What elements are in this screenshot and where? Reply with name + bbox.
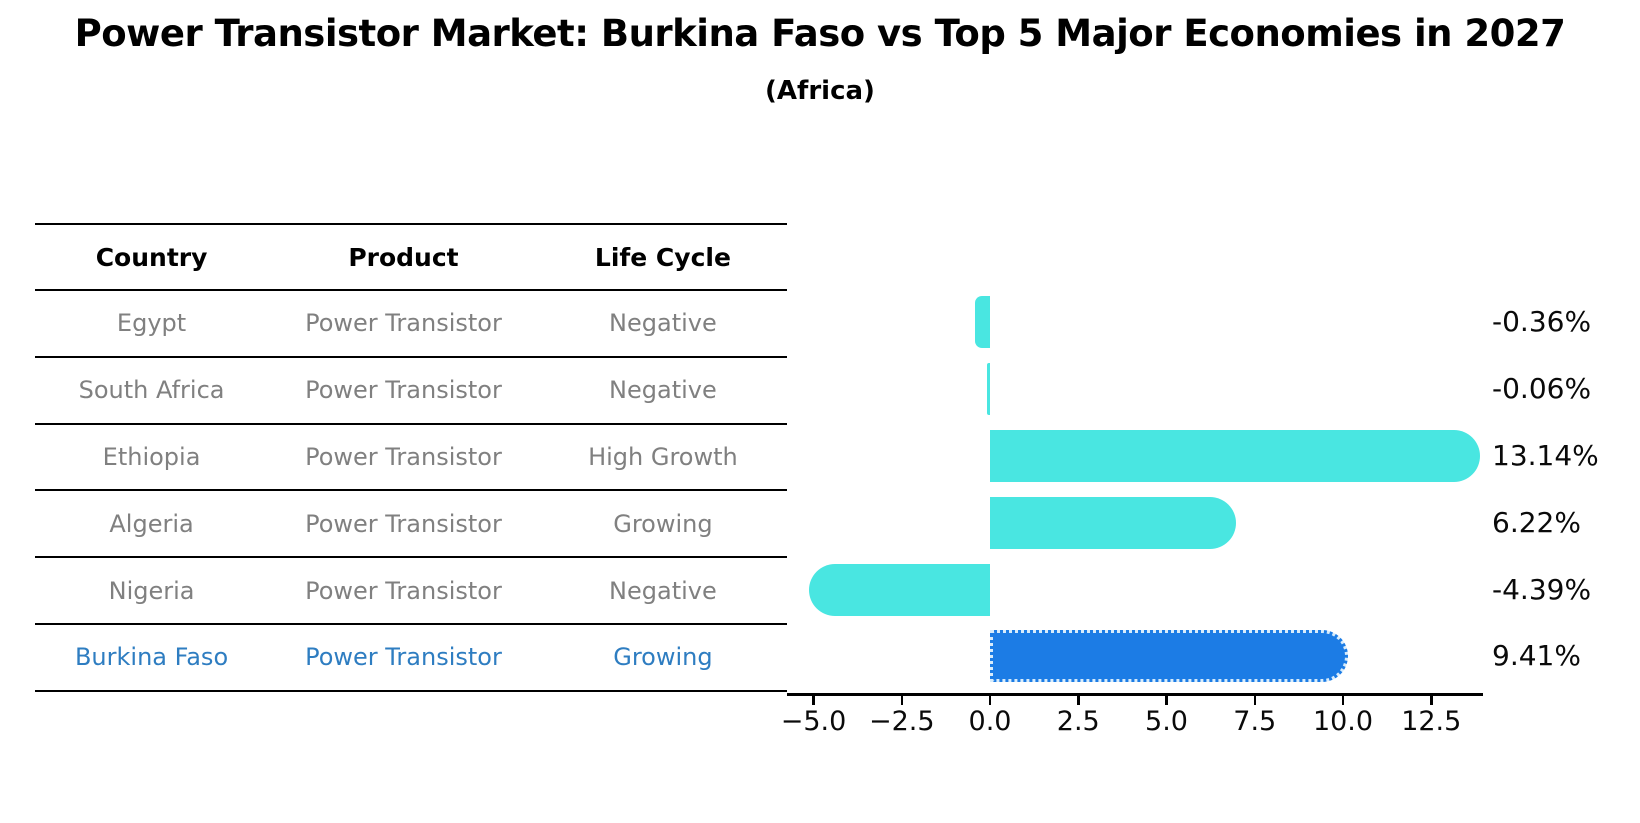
table-row-burkina-faso: Burkina Faso Power Transistor Growing: [35, 625, 787, 692]
cell-country: South Africa: [78, 376, 225, 405]
table-row: Ethiopia Power Transistor High Growth: [35, 425, 787, 492]
bar-algeria: [990, 496, 1236, 549]
bar-value-label: 9.41%: [1492, 639, 1581, 673]
cell-life-cycle: Negative: [609, 376, 717, 405]
table-row: South Africa Power Transistor Negative: [35, 358, 787, 425]
cell-country: Ethiopia: [102, 442, 201, 471]
bar-ethiopia: [990, 430, 1480, 482]
cell-product: Power Transistor: [305, 643, 502, 672]
bar-nigeria: [809, 563, 990, 616]
cell-product: Power Transistor: [305, 576, 502, 605]
col-header-product: Product: [348, 242, 459, 272]
x-axis-tick: [812, 696, 815, 705]
x-axis-tick-label: 12.5: [1401, 706, 1462, 737]
table-row: Nigeria Power Transistor Negative: [35, 558, 787, 625]
table-header-row: Country Product Life Cycle: [35, 225, 787, 291]
cell-product: Power Transistor: [305, 309, 502, 338]
x-axis-tick: [1253, 696, 1256, 705]
x-axis-tick-label: 0.0: [968, 706, 1012, 737]
x-axis-tick: [1165, 696, 1168, 705]
bar-value-label: 13.14%: [1492, 439, 1599, 472]
col-header-country: Country: [95, 242, 208, 272]
bar-burkina-faso: [990, 630, 1349, 683]
x-axis-tick-label: 5.0: [1145, 706, 1188, 737]
bar-value-label: -0.36%: [1492, 305, 1592, 339]
x-axis-tick: [1430, 696, 1433, 705]
x-axis-tick-label: 2.5: [1056, 706, 1100, 737]
chart-title: Power Transistor Market: Burkina Faso vs…: [74, 12, 1566, 55]
x-axis-tick-label: 10.0: [1312, 706, 1374, 737]
cell-product: Power Transistor: [305, 509, 502, 538]
col-header-life-cycle: Life Cycle: [594, 242, 731, 272]
x-axis-line: [787, 693, 1483, 696]
x-axis-tick-label: 7.5: [1233, 706, 1277, 737]
x-axis-tick: [900, 696, 903, 705]
cell-country: Burkina Faso: [74, 643, 229, 672]
x-axis-tick-label: −2.5: [868, 706, 935, 737]
bar-value-label: 6.22%: [1492, 505, 1581, 539]
cell-country: Nigeria: [108, 576, 195, 605]
cell-life-cycle: High Growth: [588, 442, 738, 471]
table-row: Egypt Power Transistor Negative: [35, 291, 787, 358]
cell-life-cycle: Negative: [609, 576, 717, 605]
x-axis-tick: [1077, 696, 1080, 705]
cell-life-cycle: Negative: [609, 309, 717, 338]
bar-value-label: -4.39%: [1492, 572, 1592, 606]
cell-product: Power Transistor: [305, 376, 502, 405]
x-axis-tick-label: −5.0: [780, 706, 847, 737]
chart-subtitle: (Africa): [765, 76, 875, 106]
cell-country: Algeria: [109, 509, 194, 538]
x-axis-tick: [1341, 696, 1345, 705]
cell-product: Power Transistor: [305, 442, 502, 471]
bar-egypt: [975, 296, 990, 349]
country-table: Country Product Life Cycle Egypt Power T…: [35, 223, 787, 692]
cell-country: Egypt: [116, 309, 187, 338]
cell-life-cycle: Growing: [613, 643, 713, 672]
cell-life-cycle: Growing: [613, 509, 713, 538]
table-row: Algeria Power Transistor Growing: [35, 491, 787, 559]
x-axis-tick: [988, 696, 992, 705]
bar-south-africa: [986, 363, 990, 416]
bar-value-label: -0.06%: [1492, 372, 1592, 406]
